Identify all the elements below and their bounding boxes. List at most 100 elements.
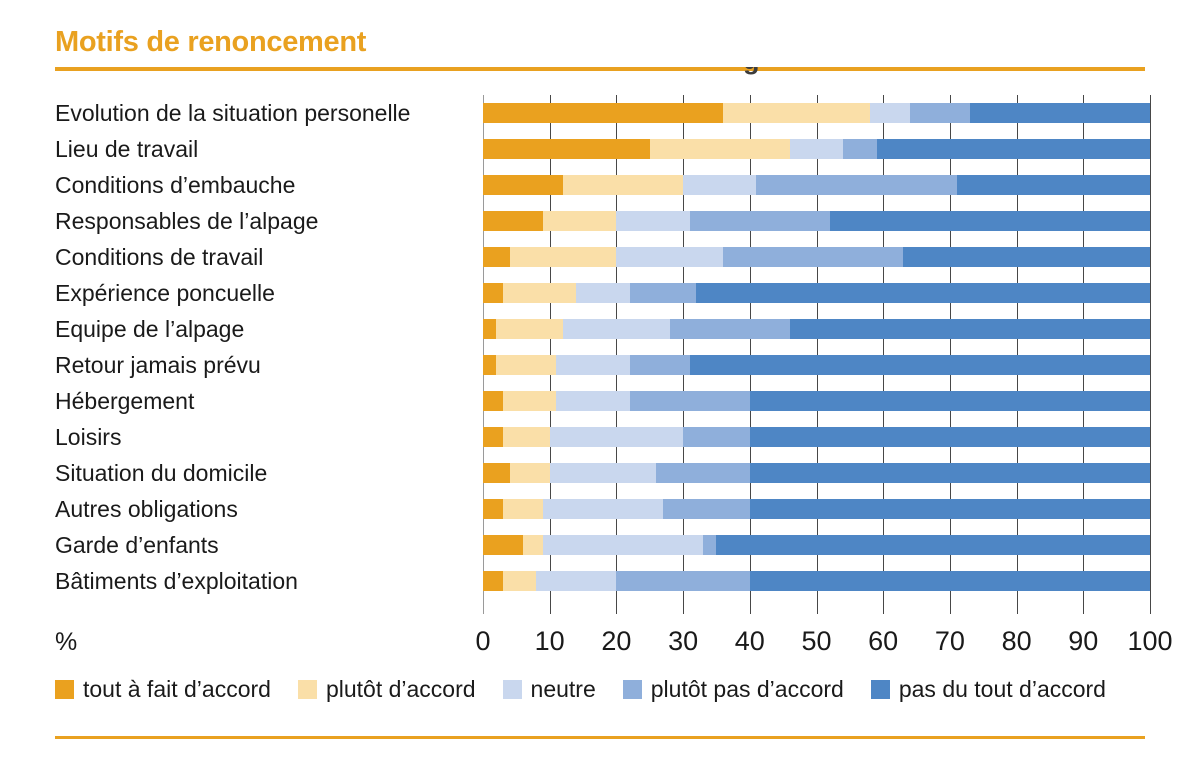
legend-label: tout à fait d’accord: [83, 676, 271, 702]
bar-segment: [563, 175, 684, 195]
bar-segment: [629, 391, 750, 411]
category-label: Hébergement: [55, 388, 195, 414]
bar-track: [483, 247, 1150, 267]
bar-segment: [749, 499, 1150, 519]
category-label: Autres obligations: [55, 496, 238, 522]
gridline-30: [683, 95, 685, 614]
stacked-bar-chart: Evolution de la situation personelle Lieu…: [55, 95, 1151, 614]
bar-segment: [909, 103, 970, 123]
bar-segment: [503, 571, 537, 591]
bar-row: Evolution de la situation personelle: [55, 95, 1150, 131]
legend-item: plutôt pas d’accord: [622, 676, 844, 703]
category-label: Expérience poncuelle: [55, 280, 275, 306]
category-label: Bâtiments d’exploitation: [55, 568, 298, 594]
bar-segment: [876, 139, 1150, 159]
category-label: Evolution de la situation personelle: [55, 100, 411, 126]
bar-segment: [956, 175, 1150, 195]
bar-segment: [789, 319, 1150, 339]
bar-track: [483, 463, 1150, 483]
legend-swatch: [55, 680, 74, 699]
x-tick-label-50: 50: [801, 626, 832, 656]
bar-row: Conditions d’embauche: [55, 167, 1150, 203]
category-label: Retour jamais prévu: [55, 352, 261, 378]
category-label: Situation du domicile: [55, 460, 268, 486]
bar-segment: [903, 247, 1150, 267]
bar-segment: [696, 283, 1150, 303]
clipped-text-artifact: g: [743, 67, 773, 80]
gridline-0: [483, 95, 484, 614]
bar-segment: [483, 103, 724, 123]
bar-track: [483, 319, 1150, 339]
legend-item: plutôt d’accord: [297, 676, 476, 703]
bar-segment: [483, 427, 503, 447]
x-tick-label-100: 100: [1127, 626, 1173, 656]
bar-segment: [616, 211, 690, 231]
bar-segment: [869, 103, 910, 123]
bar-track: [483, 499, 1150, 519]
bar-segment: [549, 427, 684, 447]
bar-segment: [756, 175, 957, 195]
legend-label: plutôt pas d’accord: [650, 676, 844, 702]
bar-segment: [509, 463, 550, 483]
legend-item: tout à fait d’accord: [55, 676, 271, 703]
bar-row: Responsables de l’alpage: [55, 203, 1150, 239]
bar-segment: [483, 247, 510, 267]
bar-segment: [723, 247, 904, 267]
bar-rows: Evolution de la situation personelle Lieu…: [55, 95, 1150, 599]
gridline-40: [749, 95, 751, 614]
bar-segment: [543, 535, 704, 555]
bar-row: Retour jamais prévu: [55, 347, 1150, 383]
category-label: Responsables de l’alpage: [55, 208, 319, 234]
bar-row: Lieu de travail: [55, 131, 1150, 167]
bar-row: Garde d’enfants: [55, 527, 1150, 563]
bar-segment: [683, 175, 757, 195]
x-tick-label-70: 70: [934, 626, 965, 656]
bar-segment: [556, 355, 630, 375]
gridline-60: [883, 95, 885, 614]
category-label: Conditions d’embauche: [55, 172, 296, 198]
bar-segment: [563, 319, 670, 339]
legend-swatch: [622, 680, 642, 699]
bar-row: Conditions de travail: [55, 239, 1150, 275]
bar-segment: [483, 319, 497, 339]
bar-segment: [483, 355, 497, 375]
bar-row: Loisirs: [55, 419, 1150, 455]
bottom-rule: [55, 736, 1145, 739]
gridline-100: [1150, 95, 1151, 614]
legend-label: neutre: [530, 676, 596, 702]
bar-segment: [749, 463, 1150, 483]
bar-segment: [703, 535, 717, 555]
bar-segment: [483, 535, 524, 555]
x-tick-label-30: 30: [668, 626, 699, 656]
bar-track: [483, 391, 1150, 411]
bar-track: [483, 535, 1150, 555]
bar-segment: [723, 103, 870, 123]
title-rule: [55, 67, 1145, 71]
legend-item: neutre: [502, 676, 596, 703]
bar-row: Expérience poncuelle: [55, 275, 1150, 311]
bar-row: Equipe de l’alpage: [55, 311, 1150, 347]
bar-track: [483, 103, 1150, 123]
bar-segment: [543, 211, 617, 231]
bar-segment: [629, 355, 690, 375]
page-title: Motifs de renoncement: [55, 26, 367, 58]
gridline-50: [816, 95, 818, 614]
bar-segment: [663, 499, 750, 519]
gridline-70: [949, 95, 951, 614]
bar-track: [483, 355, 1150, 375]
bar-segment: [483, 211, 544, 231]
plot-gridlines: [483, 95, 1151, 614]
bar-segment: [689, 211, 830, 231]
bar-track: [483, 139, 1150, 159]
x-tick-label-40: 40: [734, 626, 765, 656]
bar-segment: [549, 463, 657, 483]
bar-segment: [616, 247, 724, 267]
bar-segment: [483, 175, 564, 195]
bar-segment: [649, 139, 790, 159]
bar-segment: [509, 247, 617, 267]
bar-track: [483, 283, 1150, 303]
x-tick-label-20: 20: [601, 626, 632, 656]
x-tick-label-0: 0: [475, 626, 491, 656]
bar-segment: [523, 535, 544, 555]
x-tick-label-80: 80: [1001, 626, 1032, 656]
